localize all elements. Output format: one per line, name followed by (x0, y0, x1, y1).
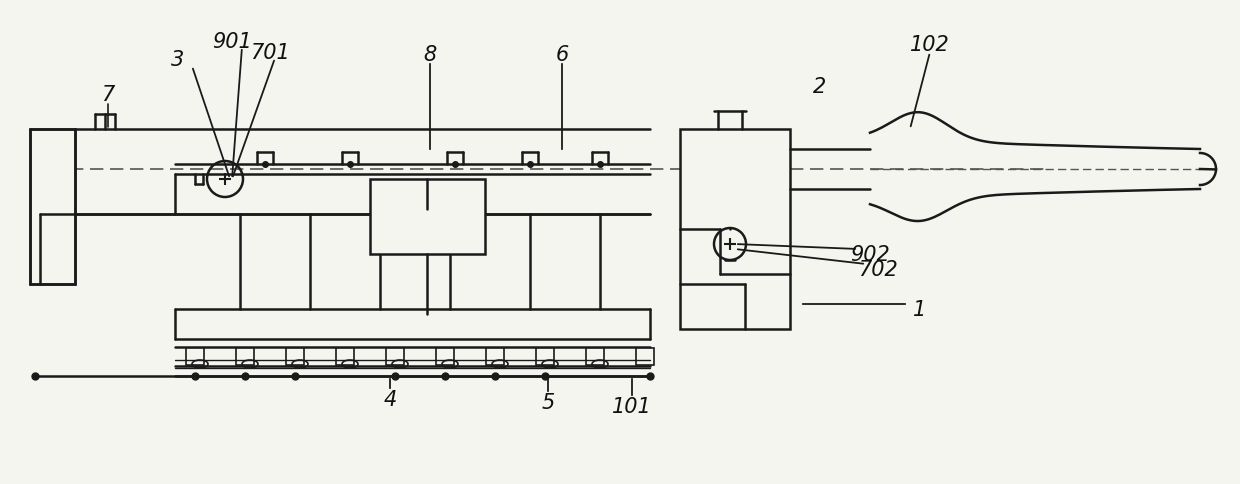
Bar (436, 348, 454, 365)
Text: 2: 2 (813, 77, 827, 97)
Text: 902: 902 (851, 244, 890, 264)
Text: 101: 101 (613, 396, 652, 416)
Text: 102: 102 (910, 35, 950, 55)
Bar (536, 348, 554, 365)
Bar (336, 348, 353, 365)
Text: 702: 702 (858, 259, 898, 279)
Bar (386, 348, 404, 365)
Text: 701: 701 (250, 43, 290, 63)
Bar (370, 180, 485, 255)
Text: 4: 4 (383, 389, 397, 409)
Bar (186, 348, 205, 365)
Text: 901: 901 (212, 32, 252, 52)
Text: 8: 8 (423, 45, 436, 65)
Text: 6: 6 (556, 45, 569, 65)
Bar (680, 130, 790, 329)
Bar (30, 130, 74, 285)
Bar (636, 348, 653, 365)
Text: 7: 7 (102, 85, 114, 105)
Text: 1: 1 (914, 300, 926, 319)
Text: 3: 3 (171, 50, 185, 70)
Bar (587, 348, 604, 365)
Bar (236, 348, 254, 365)
Bar (286, 348, 304, 365)
Text: 5: 5 (542, 392, 554, 412)
Bar (486, 348, 503, 365)
